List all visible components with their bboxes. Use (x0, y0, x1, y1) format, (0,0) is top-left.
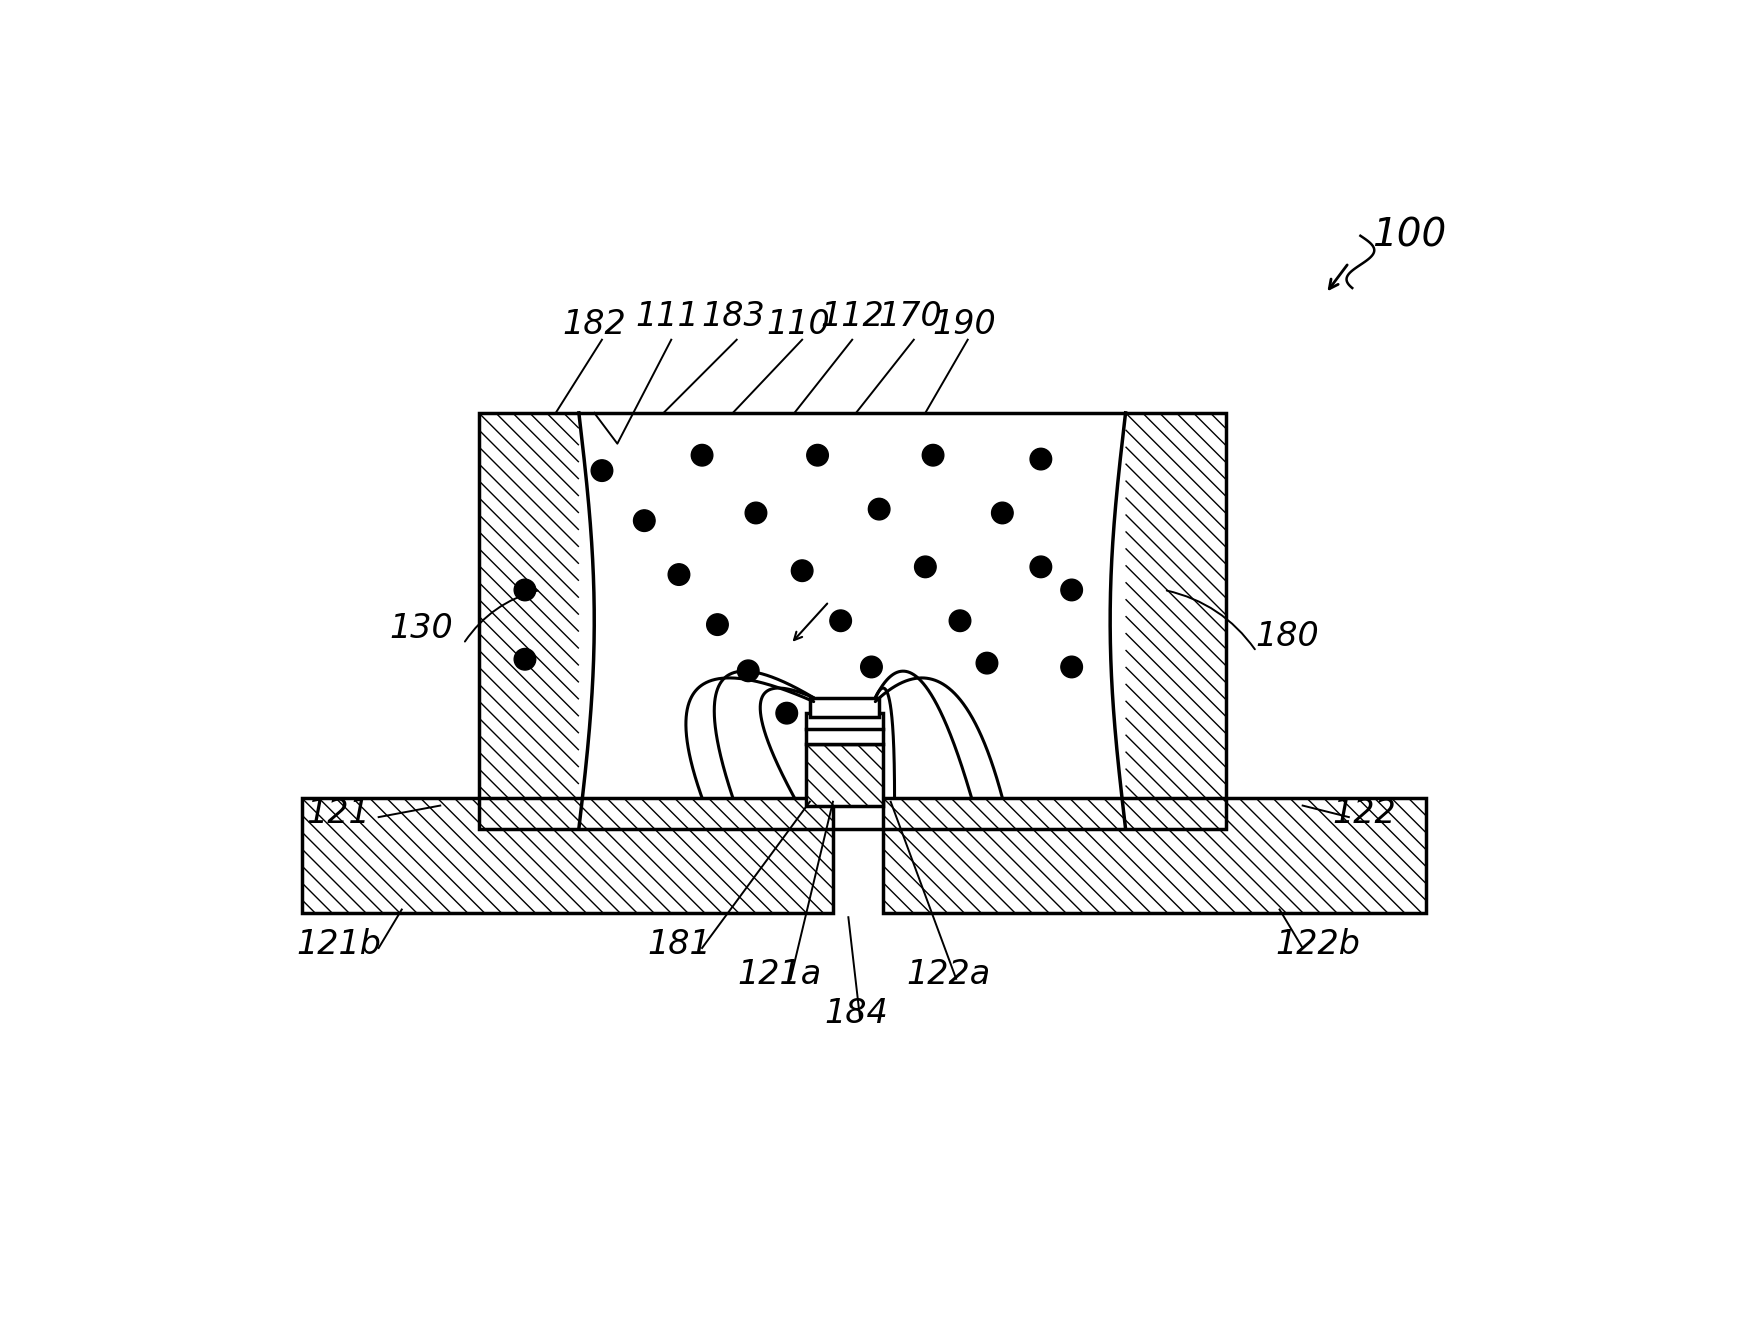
Bar (301, 798, 833, 913)
Circle shape (922, 445, 944, 466)
Circle shape (745, 503, 766, 524)
Circle shape (634, 509, 655, 532)
Text: 110: 110 (766, 308, 830, 341)
Circle shape (791, 560, 812, 582)
Bar (479, 413, 1226, 828)
Circle shape (515, 648, 536, 669)
Text: 122: 122 (1332, 796, 1396, 830)
Text: 170: 170 (877, 300, 943, 333)
Text: 130: 130 (389, 613, 453, 644)
Circle shape (1031, 556, 1052, 578)
Circle shape (668, 564, 689, 585)
Text: 180: 180 (1255, 619, 1320, 652)
Text: 122a: 122a (906, 958, 990, 991)
Circle shape (869, 499, 890, 520)
Text: 182: 182 (562, 308, 626, 341)
Circle shape (992, 503, 1013, 524)
Circle shape (1061, 656, 1082, 677)
Circle shape (807, 445, 828, 466)
Circle shape (1031, 448, 1052, 470)
Text: 181: 181 (647, 927, 710, 960)
Circle shape (830, 610, 851, 631)
Bar (811, 697, 879, 717)
Circle shape (592, 460, 613, 482)
Text: 122b: 122b (1276, 927, 1360, 960)
Text: 183: 183 (701, 300, 765, 333)
Circle shape (707, 614, 728, 635)
Bar (1126, 413, 1226, 828)
Text: 112: 112 (821, 300, 885, 333)
Bar (805, 713, 883, 744)
Text: 190: 190 (932, 308, 996, 341)
Bar (479, 413, 580, 828)
Circle shape (860, 656, 883, 677)
Circle shape (691, 445, 714, 466)
Text: 184: 184 (825, 998, 888, 1031)
Text: 111: 111 (636, 300, 700, 333)
Circle shape (914, 556, 936, 578)
Circle shape (738, 660, 759, 681)
Bar (479, 413, 1226, 828)
Text: 121: 121 (307, 796, 370, 830)
Bar (883, 798, 1425, 913)
Circle shape (950, 610, 971, 631)
Text: 121b: 121b (296, 927, 381, 960)
Bar (805, 744, 883, 806)
Circle shape (1061, 579, 1082, 601)
Circle shape (515, 579, 536, 601)
Text: 100: 100 (1373, 217, 1447, 254)
Text: 121a: 121a (737, 958, 821, 991)
Circle shape (976, 652, 997, 673)
Circle shape (775, 703, 798, 724)
